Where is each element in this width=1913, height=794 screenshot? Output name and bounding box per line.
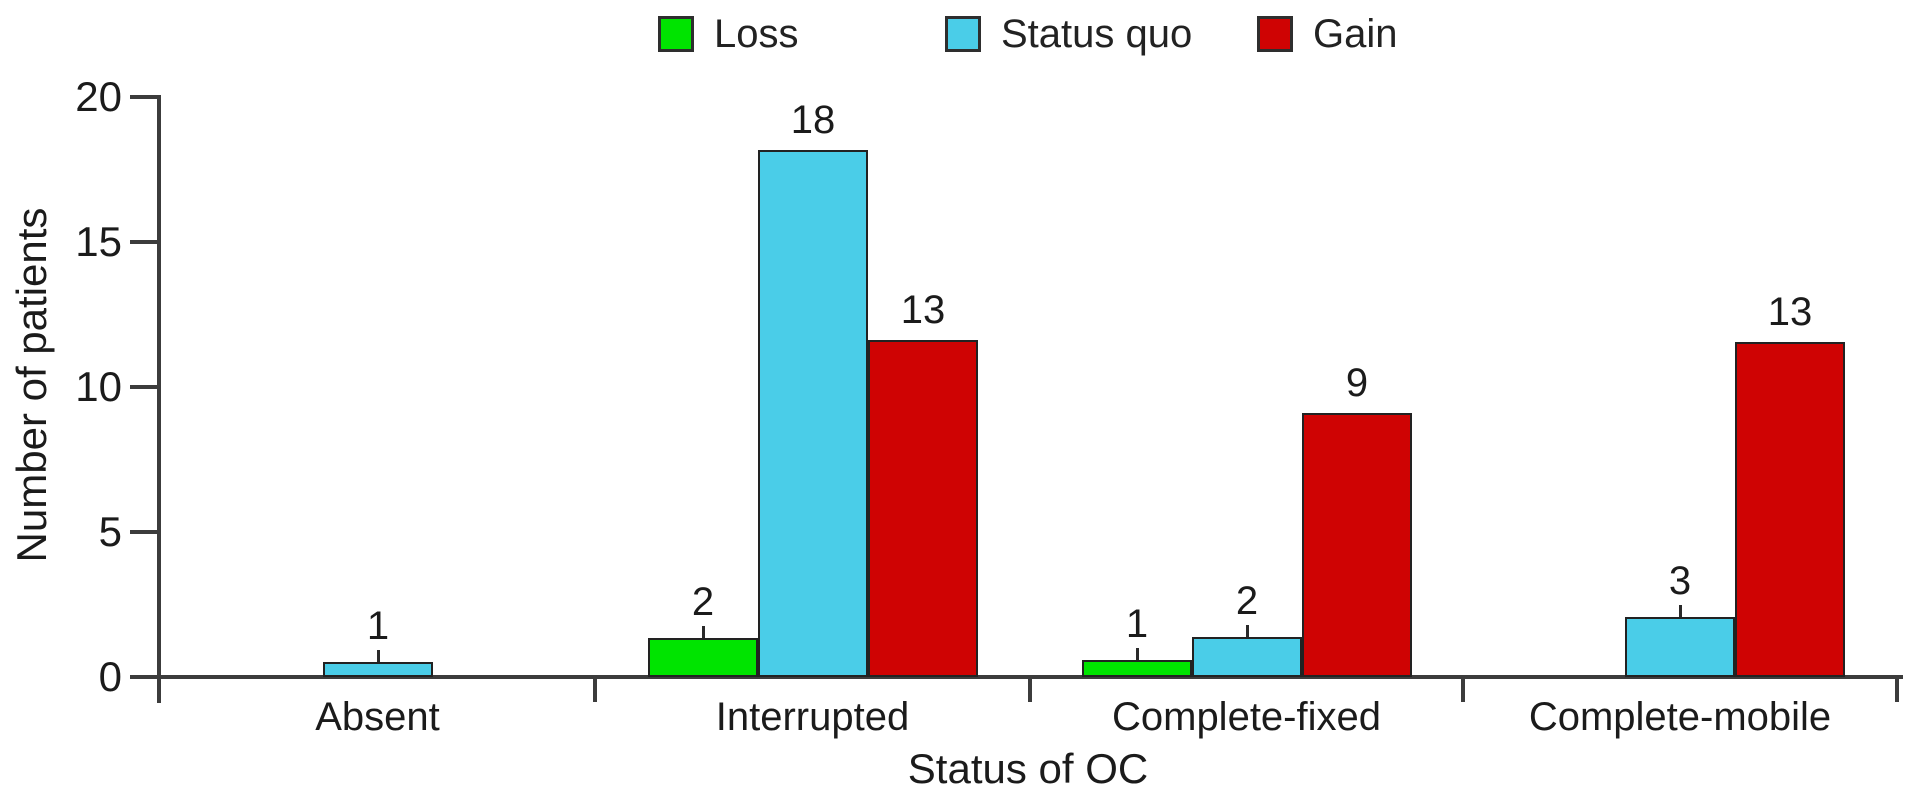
legend-label-loss: Loss — [714, 12, 799, 56]
bar-loss-complete-fixed — [1082, 660, 1192, 677]
y-tick-label-20: 20 — [75, 73, 122, 120]
x-divider-tick-2 — [1028, 677, 1032, 702]
x-category-label-complete-mobile: Complete-mobile — [1528, 695, 1832, 739]
legend-item-status-quo: Status quo — [945, 14, 1192, 54]
bar-value-label-status-quo-complete-mobile: 3 — [1668, 559, 1692, 603]
y-tick-label-5: 5 — [98, 508, 122, 555]
loss-color-swatch — [658, 16, 694, 52]
bar-status-quo-complete-mobile — [1625, 617, 1735, 677]
x-category-label-absent: Absent — [315, 695, 440, 739]
y-tick-label-10: 10 — [75, 363, 122, 410]
legend-item-gain: Gain — [1257, 14, 1398, 54]
bar-gain-interrupted — [868, 340, 978, 677]
x-axis-title: Status of OC — [907, 745, 1149, 792]
x-category-label-complete-fixed: Complete-fixed — [1111, 695, 1381, 739]
legend-label-gain: Gain — [1313, 12, 1398, 56]
x-divider-tick-3 — [1461, 677, 1465, 702]
bar-status-quo-absent — [323, 662, 433, 677]
y-tick-5 — [130, 530, 158, 534]
bar-status-quo-interrupted — [758, 150, 868, 677]
bar-value-label-status-quo-complete-fixed: 2 — [1235, 579, 1259, 623]
y-axis-line — [157, 95, 161, 703]
y-tick-0 — [130, 675, 158, 679]
value-label-leader — [701, 626, 705, 638]
y-tick-label-15: 15 — [75, 218, 122, 265]
value-label-leader — [1245, 625, 1249, 637]
bar-value-label-gain-complete-fixed: 9 — [1345, 361, 1369, 405]
legend-item-loss: Loss — [658, 14, 799, 54]
bar-loss-interrupted — [648, 638, 758, 677]
bar-gain-complete-mobile — [1735, 342, 1845, 677]
bar-gain-complete-fixed — [1302, 413, 1412, 677]
y-tick-label-0: 0 — [98, 653, 122, 700]
legend-label-status-quo: Status quo — [1001, 12, 1193, 56]
bar-status-quo-complete-fixed — [1192, 637, 1302, 677]
y-tick-10 — [130, 385, 158, 389]
gain-color-swatch — [1257, 16, 1293, 52]
bar-value-label-status-quo-interrupted: 18 — [790, 98, 836, 142]
bar-value-label-status-quo-absent: 1 — [366, 604, 390, 648]
value-label-leader — [1135, 648, 1139, 660]
status-quo-color-swatch — [945, 16, 981, 52]
bar-value-label-gain-complete-mobile: 13 — [1767, 290, 1813, 334]
value-label-leader — [1678, 605, 1682, 617]
value-label-leader — [376, 650, 380, 662]
y-tick-20 — [130, 95, 158, 99]
bar-value-label-gain-interrupted: 13 — [900, 288, 946, 332]
x-category-label-interrupted: Interrupted — [715, 695, 910, 739]
x-divider-tick-4 — [1895, 677, 1899, 702]
y-tick-15 — [130, 240, 158, 244]
bar-value-label-loss-interrupted: 2 — [691, 580, 715, 624]
bar-value-label-loss-complete-fixed: 1 — [1125, 602, 1149, 646]
x-divider-tick-1 — [593, 677, 597, 702]
